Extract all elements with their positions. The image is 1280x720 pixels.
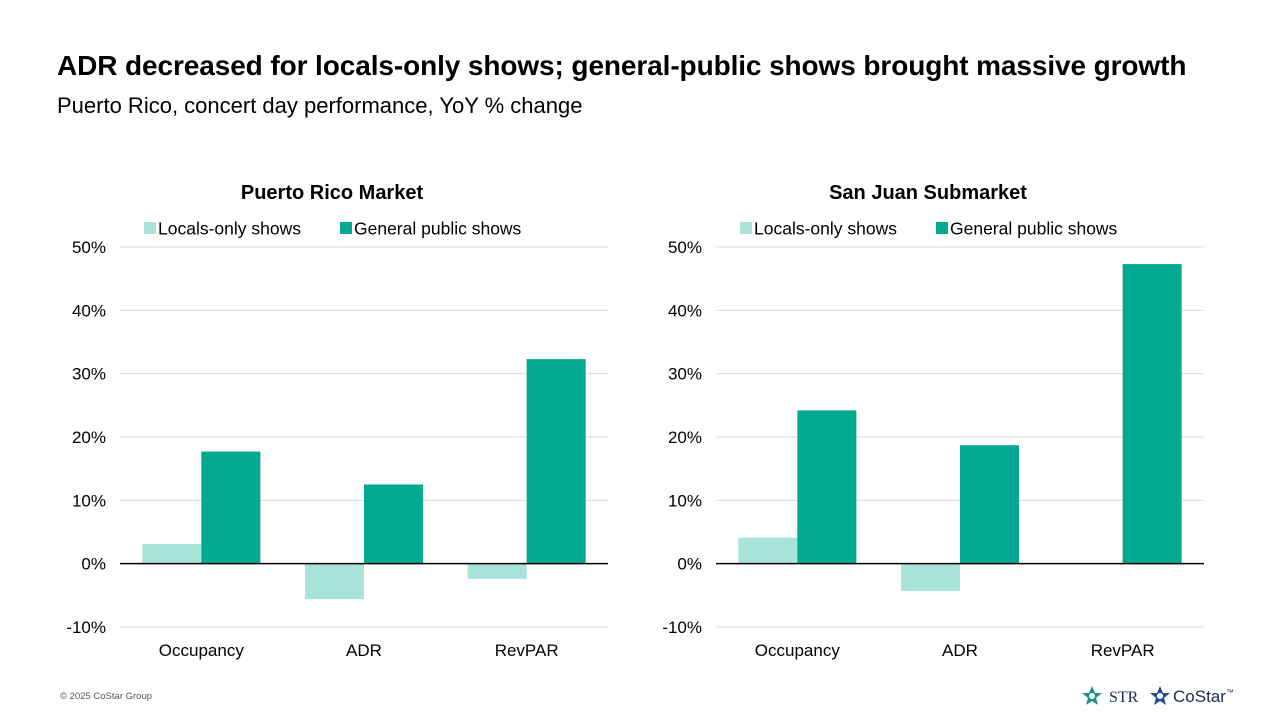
- bar-adr-general: [960, 445, 1019, 564]
- copyright-footer: © 2025 CoStar Group: [60, 691, 153, 702]
- bar-revpar-general: [526, 359, 586, 564]
- y-tick-label: 30%: [72, 365, 106, 384]
- y-tick-label: 40%: [72, 301, 106, 320]
- y-tick-label: 20%: [668, 428, 702, 447]
- x-tick-label: Occupancy: [755, 641, 841, 660]
- y-tick-label: -10%: [662, 618, 702, 637]
- chart-svg: Puerto Rico Market Locals-only shows Gener…: [66, 182, 608, 660]
- bar-occupancy-locals: [738, 537, 798, 564]
- y-tick-label: -10%: [66, 618, 106, 637]
- bar-revpar-general: [1122, 264, 1182, 564]
- bar-adr-locals: [901, 563, 960, 591]
- legend-swatch-locals: [740, 222, 752, 234]
- y-tick-label: 0%: [677, 555, 702, 574]
- costar-logo-text: CoStar™: [1173, 687, 1234, 706]
- bar-occupancy-locals: [142, 544, 202, 564]
- chart-puerto-rico-market: Puerto Rico Market Locals-only shows Gener…: [30, 170, 630, 670]
- x-tick-label: ADR: [942, 641, 978, 660]
- y-tick-label: 50%: [668, 238, 702, 257]
- legend-swatch-general: [340, 222, 352, 234]
- str-logo-text: STR: [1109, 689, 1139, 706]
- bar-adr-general: [364, 484, 423, 564]
- costar-logo-icon: [1150, 686, 1170, 705]
- legend-label: Locals-only shows: [158, 219, 301, 239]
- brand-logos: STR CoStar™: [1080, 682, 1240, 712]
- page-subtitle: Puerto Rico, concert day performance, Yo…: [57, 93, 583, 118]
- y-tick-label: 10%: [72, 491, 106, 510]
- legend-swatch-general: [936, 222, 948, 234]
- bar-revpar-locals: [467, 563, 527, 579]
- y-tick-label: 20%: [72, 428, 106, 447]
- x-tick-label: Occupancy: [159, 641, 245, 660]
- y-tick-label: 0%: [81, 555, 106, 574]
- legend-label: General public shows: [950, 219, 1118, 239]
- x-tick-label: RevPAR: [1091, 641, 1155, 660]
- chart-san-juan-submarket: San Juan Submarket Locals-only shows Gener…: [626, 170, 1226, 670]
- bar-occupancy-general: [201, 451, 261, 564]
- y-tick-label: 50%: [72, 238, 106, 257]
- legend-swatch-locals: [144, 222, 156, 234]
- x-tick-label: RevPAR: [495, 641, 559, 660]
- y-tick-label: 30%: [668, 365, 702, 384]
- chart-title: San Juan Submarket: [829, 182, 1027, 204]
- y-tick-label: 10%: [668, 491, 702, 510]
- bar-adr-locals: [305, 563, 364, 600]
- legend-label: Locals-only shows: [754, 219, 897, 239]
- chart-svg: San Juan Submarket Locals-only shows Gener…: [662, 182, 1204, 660]
- page-title: ADR decreased for locals-only shows; gen…: [57, 50, 1187, 81]
- bar-occupancy-general: [797, 410, 857, 564]
- chart-title: Puerto Rico Market: [241, 182, 424, 204]
- legend-label: General public shows: [354, 219, 522, 239]
- y-tick-label: 40%: [668, 301, 702, 320]
- str-logo-icon: [1082, 686, 1102, 705]
- x-tick-label: ADR: [346, 641, 382, 660]
